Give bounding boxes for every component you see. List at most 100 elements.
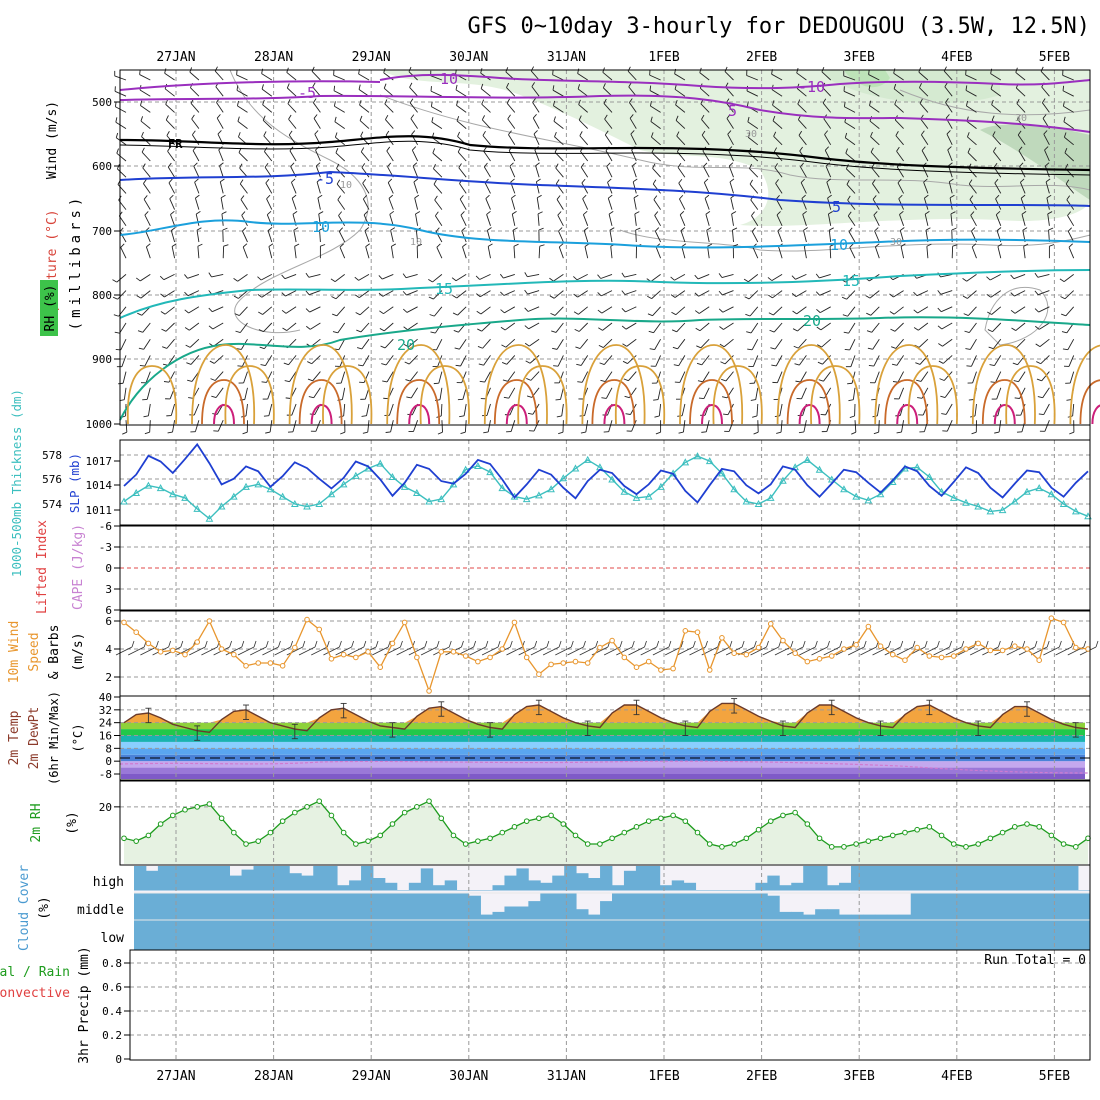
wind-barb xyxy=(874,227,879,232)
wind-barb xyxy=(168,182,175,194)
wind-barb xyxy=(628,86,637,97)
wind-barb xyxy=(605,387,613,399)
wind-barb xyxy=(1038,413,1044,416)
cloud-mid-bar xyxy=(623,893,637,921)
wind-barb xyxy=(144,355,151,367)
wind-barb xyxy=(967,147,971,153)
wind-barb xyxy=(597,274,602,279)
wind-barb xyxy=(524,289,528,295)
wind-speed-point xyxy=(767,621,774,627)
rh-point xyxy=(877,835,884,842)
wind-barb xyxy=(585,420,589,433)
wind-barb xyxy=(868,365,874,367)
contour-label: 30 xyxy=(890,237,902,248)
wind-barb xyxy=(239,163,243,169)
cloud-low-bar xyxy=(337,920,350,950)
wind-barb xyxy=(968,179,973,185)
wind-barb xyxy=(340,431,346,435)
wind-barb xyxy=(390,420,394,432)
wind-barb xyxy=(700,103,710,113)
wind-barb xyxy=(1011,327,1017,331)
wind-barb xyxy=(780,420,783,433)
wind-barb xyxy=(265,431,271,434)
wind-barb xyxy=(942,338,953,347)
cloud-mid-bar xyxy=(552,893,565,921)
precip-tick-label: 0.2 xyxy=(102,1029,122,1042)
wind-barb xyxy=(987,329,993,333)
wind-barb xyxy=(293,227,299,231)
wind-barb xyxy=(208,272,212,278)
wind-barb xyxy=(236,100,239,106)
wind-barb xyxy=(671,329,677,333)
wind-speed-point xyxy=(597,644,603,651)
wind-barb xyxy=(793,345,799,349)
cloud-mid-bar xyxy=(444,893,458,921)
cloud-high-bar xyxy=(480,890,493,891)
bl-contour-core xyxy=(310,403,333,425)
wind-barb xyxy=(942,355,953,364)
wind-barb xyxy=(457,151,467,162)
wind-barb xyxy=(507,371,516,382)
wind-barb xyxy=(435,227,440,232)
wind-barb xyxy=(847,199,856,210)
wind-barb xyxy=(507,118,516,129)
wind-speed-point xyxy=(450,649,457,655)
wind-barb xyxy=(722,290,734,296)
wind-barb xyxy=(166,131,170,136)
wind-barb xyxy=(926,243,932,247)
cloud-low-bar xyxy=(851,920,864,950)
cloud-mid-bar xyxy=(815,909,828,921)
cloud-low-bar xyxy=(313,920,326,950)
cloud-high-bar xyxy=(827,885,840,891)
wind-barb xyxy=(459,183,467,194)
wind-barb xyxy=(167,166,175,178)
wind10m-barb xyxy=(640,646,657,656)
wind-barb xyxy=(120,339,127,351)
wind10m-barb xyxy=(1031,646,1048,656)
date-label-top: 2FEB xyxy=(746,50,777,65)
wind-barb xyxy=(335,148,339,153)
wind-barb xyxy=(264,338,273,349)
wind-barb xyxy=(334,116,337,122)
wind-barb xyxy=(262,306,273,315)
cloud-low-bar xyxy=(349,920,362,950)
wind10m-barb xyxy=(335,646,352,656)
cloud-high-bar xyxy=(1066,866,1079,891)
wind-barb xyxy=(485,198,491,210)
thickness-point xyxy=(217,502,226,510)
wind-barb xyxy=(390,246,394,259)
cloud-mid-bar xyxy=(313,893,326,921)
cloud-high-bar xyxy=(217,866,230,891)
rh-point xyxy=(584,841,591,847)
wind-barb xyxy=(608,214,613,226)
wind10m-barb xyxy=(506,646,523,656)
cloud-low-bar xyxy=(181,920,195,950)
wind-barb xyxy=(599,362,605,366)
rh-point xyxy=(975,841,981,847)
wind-barb xyxy=(821,338,831,348)
wind10m-barb xyxy=(936,640,940,648)
wind-barb xyxy=(159,275,165,280)
cloud-high-bar xyxy=(169,866,183,891)
wind-barb xyxy=(579,131,583,136)
wind-barb xyxy=(1062,90,1074,97)
precip-ylabel-b: Convective xyxy=(0,986,70,1001)
wind-barb xyxy=(481,103,491,113)
wind-speed-point xyxy=(792,650,798,657)
wind10m-barb xyxy=(420,646,438,656)
wind-barb xyxy=(193,166,200,178)
y-tick-label: 500 xyxy=(92,96,112,109)
thickness-point xyxy=(376,459,385,467)
wind-barb xyxy=(120,243,125,248)
wind-barb xyxy=(210,378,216,381)
wind-barb xyxy=(603,355,613,365)
wind-barb xyxy=(694,310,700,314)
wind-barb xyxy=(893,290,904,298)
wind-barb xyxy=(919,82,922,88)
wind-barb xyxy=(971,243,977,248)
wind10m-barb xyxy=(839,640,843,648)
wind-barb xyxy=(986,276,991,281)
wind-barb xyxy=(622,343,627,347)
wind-barb xyxy=(869,290,880,299)
